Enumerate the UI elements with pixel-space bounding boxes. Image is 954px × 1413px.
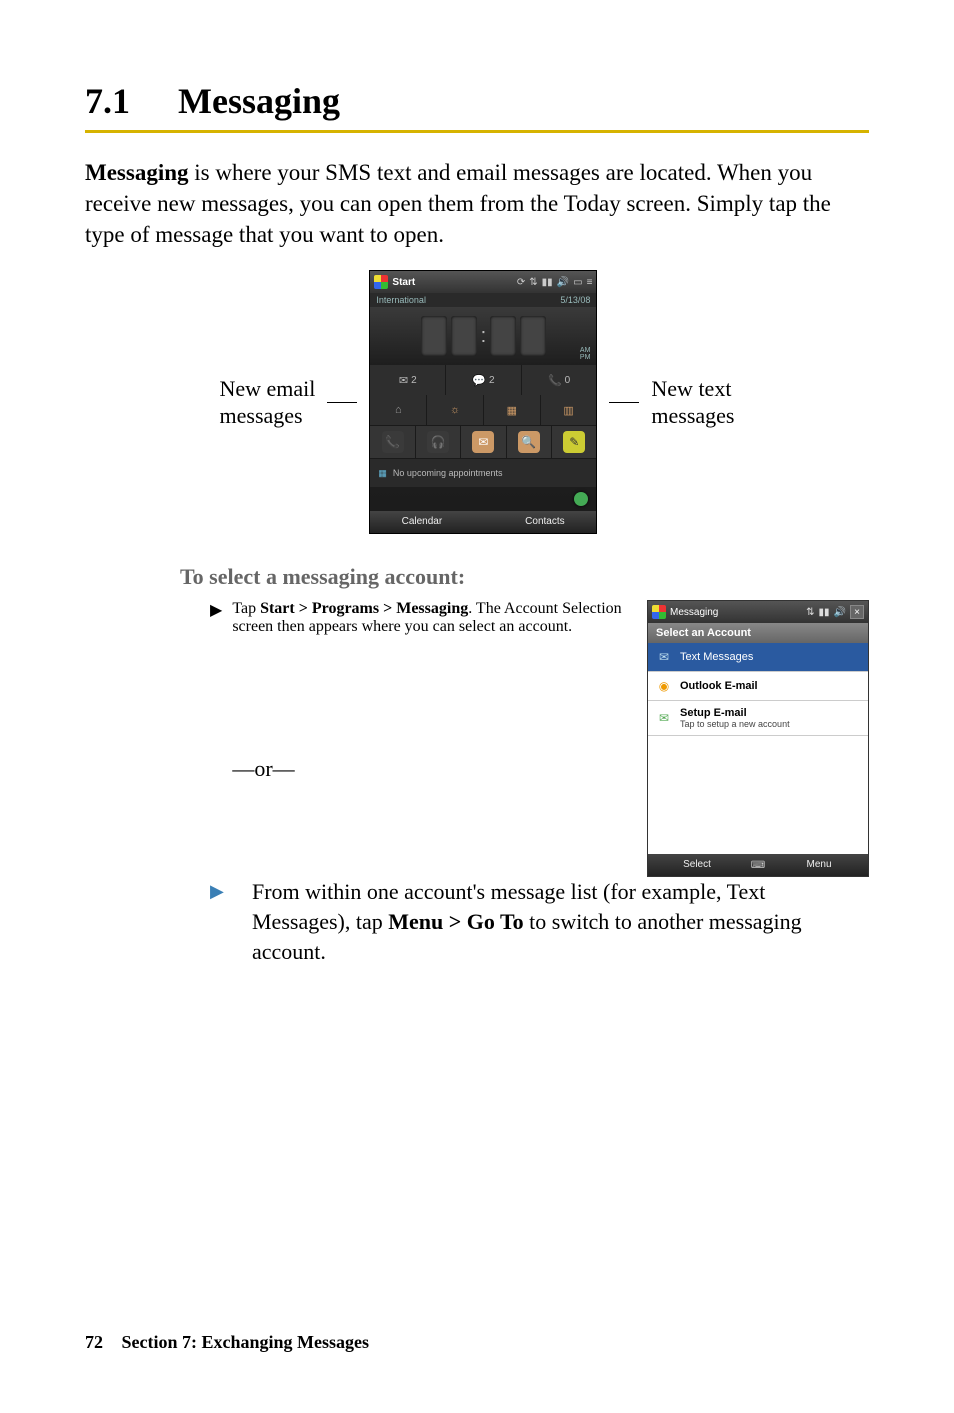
apps-icon: ▦ — [507, 404, 517, 417]
envelope-icon: ✉ — [399, 374, 408, 387]
acct-item-label: Setup E-mail — [680, 707, 747, 719]
sms-counter: 💬2 — [446, 365, 522, 395]
softkey-select: Select — [648, 854, 746, 876]
section-title: Messaging — [178, 81, 340, 121]
acct-item-text-messages: ✉ Text Messages — [648, 643, 868, 672]
settings-icon: ☼ — [450, 404, 460, 416]
page-footer: 72 Section 7: Exchanging Messages — [85, 1332, 369, 1353]
acct-title: Messaging — [670, 607, 718, 618]
acct-item-label: Text Messages — [680, 651, 753, 663]
close-icon: × — [850, 605, 864, 619]
date-label: 5/13/08 — [560, 295, 590, 305]
acct-softkeys: Select ⌨ Menu — [648, 854, 868, 876]
label-new-text: New textmessages — [651, 375, 734, 430]
softkey-contacts: Contacts — [493, 511, 596, 533]
today-logo-row — [370, 487, 596, 511]
acct-item-label: Outlook E-mail — [680, 680, 758, 692]
phone-shortcut-icon: 📞 — [382, 431, 404, 453]
calendar-icon: ▦ — [378, 468, 387, 479]
step1-text: Tap Start > Programs > Messaging. The Ac… — [232, 600, 629, 798]
acct-empty-area — [648, 736, 868, 854]
or-separator: —or— — [232, 756, 629, 782]
speaker-icon: 🔊 — [834, 607, 846, 618]
section-number: 7.1 — [85, 81, 130, 121]
email-counter: ✉2 — [370, 365, 446, 395]
setup-mail-icon: ✉ — [656, 710, 672, 726]
today-shortcut-row: 📞 🎧 ✉ 🔍 ✎ — [370, 425, 596, 459]
acct-item-setup: ✉ Setup E-mail Tap to setup a new accoun… — [648, 701, 868, 736]
today-nav-row: ⌂ ☼ ▦ ▥ — [370, 395, 596, 425]
bullet-marker: ▶ — [210, 881, 242, 966]
message-shortcut-icon: ✉ — [472, 431, 494, 453]
wifi-icon: ⇅ — [529, 277, 537, 288]
outlook-icon: ◉ — [656, 678, 672, 694]
chat-icon: 💬 — [472, 374, 486, 387]
softkey-calendar: Calendar — [370, 511, 473, 533]
carrier-label: International — [376, 295, 426, 305]
keyboard-icon: ⌨ — [746, 854, 770, 876]
intro-paragraph: Messaging is where your SMS text and ema… — [85, 157, 869, 250]
acct-item-outlook: ◉ Outlook E-mail — [648, 672, 868, 701]
signal-icon: ▮▮ — [542, 277, 553, 288]
step2-text: From within one account's message list (… — [252, 877, 869, 966]
messaging-account-screen: Messaging ⇅ ▮▮ 🔊 × Select an Account ✉ T… — [647, 600, 869, 877]
battery-icon: ▭ — [573, 277, 582, 288]
intro-lead: Messaging — [85, 160, 189, 185]
connector-line-right — [609, 402, 639, 403]
softkey-menu: Menu — [770, 854, 868, 876]
start-label: Start — [392, 277, 415, 288]
search-shortcut-icon: 🔍 — [518, 431, 540, 453]
notes-shortcut-icon: ✎ — [563, 431, 585, 453]
home-icon: ⌂ — [395, 404, 402, 416]
today-appointments: ▦ No upcoming appointments — [370, 459, 596, 487]
connector-line-left — [327, 402, 357, 403]
page-number: 72 — [85, 1332, 103, 1352]
subheading-select-account: To select a messaging account: — [180, 564, 869, 590]
call-counter: 📞0 — [522, 365, 597, 395]
intro-rest: is where your SMS text and email message… — [85, 160, 831, 247]
sms-icon: ✉ — [656, 649, 672, 665]
appt-text: No upcoming appointments — [393, 468, 503, 478]
today-screen-figure: New emailmessages Start ⟳ ⇅ ▮▮ 🔊 ▭ ≡ Int… — [85, 270, 869, 534]
menu-icon: ≡ — [587, 277, 593, 288]
today-clock: : AMPM — [370, 307, 596, 365]
htc-logo-icon — [574, 492, 588, 506]
acct-subheader: Select an Account — [648, 623, 868, 643]
footer-section: Section 7: Exchanging Messages — [122, 1332, 370, 1352]
phone-icon: 📞 — [548, 374, 562, 387]
acct-item-sublabel: Tap to setup a new account — [680, 719, 790, 729]
today-softkeys: Calendar Contacts — [370, 511, 596, 533]
step2-row: ▶ From within one account's message list… — [210, 877, 869, 966]
today-counter-row: ✉2 💬2 📞0 — [370, 365, 596, 395]
today-screen-mock: Start ⟳ ⇅ ▮▮ 🔊 ▭ ≡ International 5/13/08… — [369, 270, 597, 534]
signal-icon: ▮▮ — [819, 607, 830, 618]
wifi-icon: ⇅ — [806, 607, 814, 618]
section-heading: 7.1 Messaging — [85, 80, 869, 133]
today-topbar: Start ⟳ ⇅ ▮▮ 🔊 ▭ ≡ — [370, 271, 596, 293]
sync-icon: ⟳ — [517, 277, 525, 288]
today-carrier-row: International 5/13/08 — [370, 293, 596, 307]
speaker-icon: 🔊 — [557, 277, 569, 288]
acct-topbar: Messaging ⇅ ▮▮ 🔊 × — [648, 601, 868, 623]
windows-flag-icon — [374, 275, 388, 289]
label-new-email: New emailmessages — [220, 375, 316, 430]
phonepad-icon: ▥ — [563, 404, 573, 417]
windows-flag-icon — [652, 605, 666, 619]
bullet-marker: ▶ — [210, 600, 222, 798]
headset-icon: 🎧 — [427, 431, 449, 453]
